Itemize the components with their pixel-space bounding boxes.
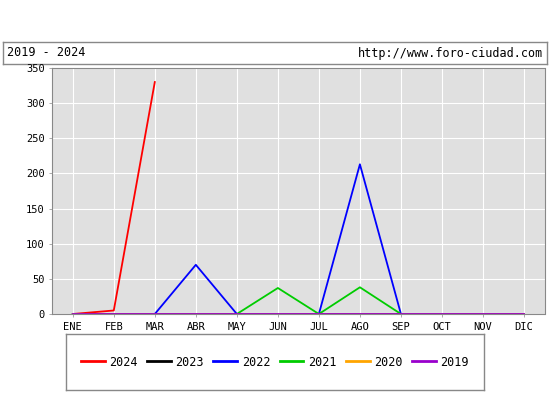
Text: Evolucion Nº Turistas Nacionales en el municipio de Castrotierra de Valmadrigal: Evolucion Nº Turistas Nacionales en el m… xyxy=(0,16,550,30)
Text: http://www.foro-ciudad.com: http://www.foro-ciudad.com xyxy=(358,46,543,60)
Text: 2019 - 2024: 2019 - 2024 xyxy=(7,46,85,60)
Legend: 2024, 2023, 2022, 2021, 2020, 2019: 2024, 2023, 2022, 2021, 2020, 2019 xyxy=(76,351,474,373)
